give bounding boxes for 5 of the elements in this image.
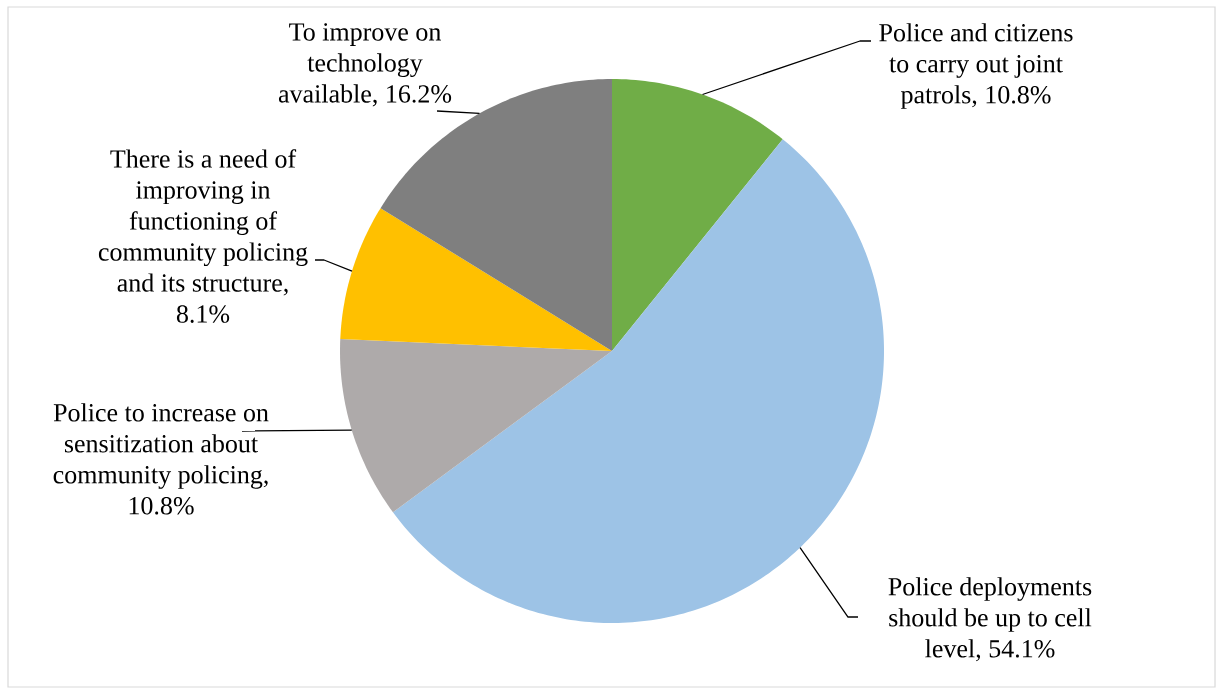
slice-label: Police to increase on sensitization about community policing, 10.8% <box>53 403 269 515</box>
slice-label: Police and citizens to carry out joint patrols, 10.8% <box>879 23 1073 109</box>
slice-label: Police deployments should be up to cell level, 54.1% <box>888 577 1092 662</box>
slice-label: There is a need of improving in functioning of community policing and its structure, 8.1% <box>98 149 308 323</box>
slice-label: To improve on technology available, 16.2% <box>278 23 452 107</box>
